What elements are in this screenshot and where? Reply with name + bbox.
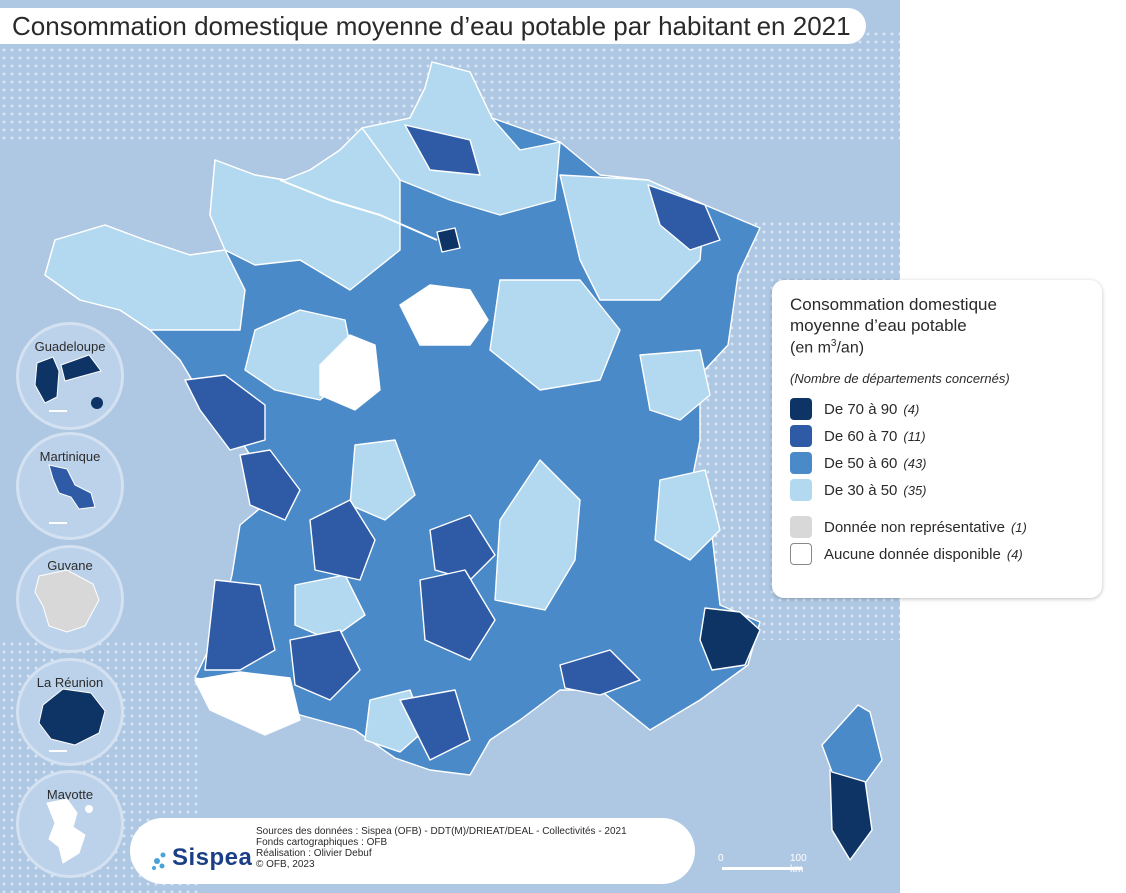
legend-count-3: (43): [903, 455, 927, 471]
credit-sources: Sources des données : Sispea (OFB) - DDT…: [256, 826, 627, 837]
legend-swatch-2: [790, 425, 812, 448]
inset-reunion: La Réunion: [16, 658, 124, 766]
inset-guyane-label: Guyane: [47, 558, 93, 573]
sispea-logo: Sispea: [148, 830, 252, 874]
legend-swatch-4: [790, 479, 812, 502]
guyane-shape: [34, 569, 100, 633]
region-corse-sud: [829, 769, 873, 861]
inset-martinique: Martinique: [16, 432, 124, 540]
map-panel: Consommation domestique moyenne d’eau po…: [0, 0, 900, 893]
legend-class-3: De 50 à 60 (43): [790, 450, 1084, 476]
legend-note: (Nombre de départements concernés): [790, 371, 1010, 387]
region-limousin-light: [349, 439, 416, 521]
region-loiret-nodata: [399, 284, 489, 346]
legend-swatch-3: [790, 452, 812, 475]
region-lot-light: [294, 574, 366, 641]
map-title: Consommation domestique moyenne d’eau po…: [0, 8, 866, 44]
region-savoie: [654, 469, 721, 561]
legend-extra-1: Donnée non représentative (1): [790, 514, 1084, 540]
inset-guadeloupe-label: Guadeloupe: [34, 339, 106, 354]
region-indre-loire-nodata: [319, 334, 381, 411]
legend-class-4: De 30 à 50 (35): [790, 477, 1084, 503]
region-aveyron: [419, 569, 496, 661]
inset-guyane: Guyane: [16, 545, 124, 653]
legend-title-2: moyenne d’eau potable: [790, 316, 967, 335]
legend-swatch-nonrep: [790, 516, 812, 539]
legend-swatch-1: [790, 398, 812, 421]
region-bouches-rhone: [559, 649, 641, 696]
region-aude: [399, 689, 471, 761]
legend-extra-2: Aucune donnée disponible (4): [790, 541, 1084, 567]
credit-lines: Sources des données : Sispea (OFB) - DDT…: [256, 826, 627, 870]
droplet-icon: [152, 852, 166, 870]
scale-end: 100 km: [790, 853, 807, 875]
region-pyrenees-nodata: [194, 671, 301, 736]
legend-count-nonrep: (1): [1010, 519, 1027, 535]
inset-mayotte-label: Mayotte: [46, 787, 94, 802]
region-paris: [436, 227, 461, 253]
reunion-shape: [38, 688, 106, 752]
inset-martinique-label: Martinique: [39, 449, 101, 464]
legend-box: Consommation domestique moyenne d’eau po…: [772, 280, 1102, 598]
legend-title-1: Consommation domestique: [790, 295, 997, 314]
guadeloupe-shape: [34, 354, 103, 412]
region-dordogne: [309, 499, 376, 581]
region-brittany: [44, 224, 246, 331]
credit-author: Réalisation : Olivier Debuf: [256, 848, 372, 859]
region-jura: [639, 349, 711, 421]
legend-label-nodata: Aucune donnée disponible: [824, 545, 1001, 563]
legend-count-nodata: (4): [1006, 546, 1023, 562]
legend-label-1: De 70 à 90: [824, 400, 898, 418]
region-gers: [289, 629, 361, 701]
river-seine: [279, 179, 438, 241]
inset-reunion-label: La Réunion: [36, 675, 104, 690]
scale-line: [722, 867, 802, 870]
region-charente: [239, 449, 301, 521]
mayotte-shape: [46, 798, 93, 864]
region-haute-corse: [821, 704, 883, 783]
logo-word: Sispea: [172, 844, 253, 871]
region-auvergne-light: [494, 459, 581, 611]
title-year: en 2021: [756, 10, 851, 41]
legend-label-4: De 30 à 50: [824, 481, 898, 499]
region-landes: [204, 579, 276, 671]
region-cantal: [429, 514, 496, 581]
credit-copyright: © OFB, 2023: [256, 859, 315, 870]
region-manche: [404, 124, 481, 176]
legend-label-2: De 60 à 70: [824, 427, 898, 445]
region-burgundy-light: [489, 279, 621, 391]
legend-class-1: De 70 à 90 (4): [790, 396, 1084, 422]
credits-box: Sispea Sources des données : Sispea (OFB…: [130, 818, 695, 884]
legend-label-nonrep: Donnée non représentative: [824, 518, 1005, 536]
legend-count-1: (4): [903, 401, 920, 417]
legend-count-4: (35): [903, 482, 927, 498]
france-map: [44, 61, 883, 861]
legend-swatch-nodata: [790, 543, 812, 566]
martinique-shape: [48, 464, 96, 524]
credit-basemap: Fonds cartographiques : OFB: [256, 837, 388, 848]
title-bold: Consommation domestique moyenne d’eau po…: [12, 10, 751, 41]
region-lorraine: [647, 184, 721, 251]
legend-class-2: De 60 à 70 (11): [790, 423, 1084, 449]
scale-start: 0: [718, 853, 724, 864]
inset-guadeloupe: Guadeloupe: [16, 322, 124, 430]
legend-label-3: De 50 à 60: [824, 454, 898, 472]
region-alpes-maritimes: [699, 607, 761, 671]
legend-count-2: (11): [903, 428, 926, 444]
region-vendee: [184, 374, 266, 451]
legend-unit: (en m3/an): [790, 338, 865, 357]
region-normandy: [209, 127, 401, 291]
inset-mayotte: Mayotte: [16, 770, 124, 878]
